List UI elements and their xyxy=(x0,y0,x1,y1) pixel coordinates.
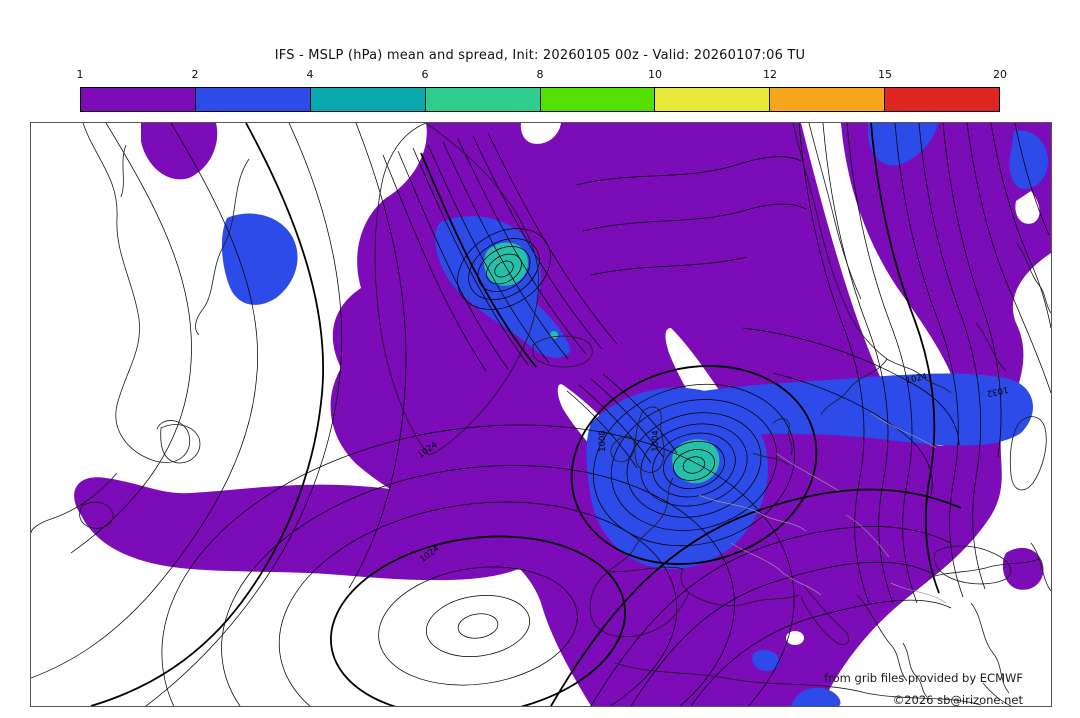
chart-title: IFS - MSLP (hPa) mean and spread, Init: … xyxy=(274,48,806,63)
colorbar-segment-8-10 xyxy=(540,88,656,111)
colorbar-segment-4-6 xyxy=(310,88,426,111)
colorbar-ticks: 1 2 4 6 8 10 12 15 20 xyxy=(76,68,1008,84)
colorbar-segment-15-20 xyxy=(885,88,999,111)
colorbar-tick-8: 8 xyxy=(536,68,544,81)
isobar-label-1008: 1008 xyxy=(598,430,608,452)
colorbar-tick-15: 15 xyxy=(878,68,892,81)
attribution-copyright: ©2026 sb@irizone.net xyxy=(893,693,1024,706)
colorbar-tick-2: 2 xyxy=(191,68,199,81)
attribution-ecmwf: from grib files provided by ECMWF xyxy=(824,671,1023,685)
colorbar-tick-4: 4 xyxy=(306,68,314,81)
isobar-label-1024: 1024 xyxy=(905,372,928,386)
coastlines xyxy=(31,123,1051,706)
colorbar-segment-6-8 xyxy=(425,88,541,111)
weather-map: 1024 1024 1008 1004 1024 1032 from grib files… xyxy=(30,122,1052,707)
colorbar: 1 2 4 6 8 10 12 15 20 xyxy=(76,68,1008,114)
isobar-label-1032: 1032 xyxy=(986,384,1009,398)
colorbar-tick-20: 20 xyxy=(993,68,1007,81)
colorbar-tick-10: 10 xyxy=(648,68,662,81)
colorbar-segment-1-2 xyxy=(81,88,196,111)
colorbar-segment-2-4 xyxy=(195,88,311,111)
colorbar-segment-10-12 xyxy=(655,88,771,111)
colorbar-tick-6: 6 xyxy=(421,68,429,81)
isobars-thin xyxy=(31,123,1051,706)
colorbar-tick-1: 1 xyxy=(76,68,84,81)
isobars-bold xyxy=(90,123,962,706)
colorbar-tick-12: 12 xyxy=(763,68,777,81)
colorbar-segment-12-15 xyxy=(770,88,886,111)
colorbar-scale xyxy=(80,87,1000,112)
isobar-label-1004: 1004 xyxy=(651,430,661,452)
country-borders xyxy=(698,412,947,604)
